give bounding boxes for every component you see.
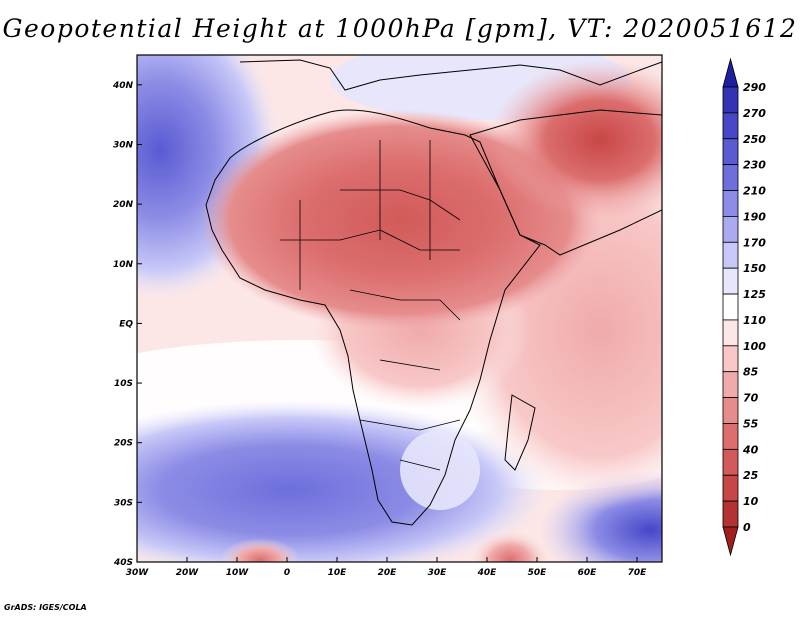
lat-tick-label: 20S bbox=[114, 439, 133, 449]
colorbar-label: 25 bbox=[743, 469, 759, 482]
chart-title: Geopotential Height at 1000hPa [gpm], VT… bbox=[2, 14, 798, 43]
colorbar-top-arrow bbox=[722, 57, 739, 88]
colorbar-swatch bbox=[722, 164, 739, 191]
colorbar-swatch bbox=[722, 112, 739, 140]
colorbar-label: 0 bbox=[743, 521, 751, 534]
field-southern-high-west bbox=[220, 538, 300, 562]
lat-tick-label: 10N bbox=[113, 260, 134, 270]
colorbar-swatch bbox=[722, 500, 739, 528]
lat-tick-label: 20N bbox=[113, 200, 134, 210]
colorbar: 2902702502302101901701501251101008570554… bbox=[722, 57, 766, 557]
colorbar-label: 40 bbox=[742, 443, 759, 456]
lat-tick-label: 10S bbox=[114, 379, 133, 389]
colorbar-label: 210 bbox=[743, 185, 766, 198]
lat-tick-label: EQ bbox=[119, 319, 133, 329]
lon-tick-label: 40E bbox=[477, 568, 498, 578]
madagascar-outline bbox=[504, 394, 536, 471]
colorbar-swatch bbox=[722, 241, 739, 269]
grads-credit: GrADS: IGES/COLA bbox=[4, 603, 87, 612]
lon-tick-label: 30E bbox=[428, 568, 448, 578]
colorbar-swatch bbox=[722, 190, 739, 217]
colorbar-swatch bbox=[722, 371, 739, 398]
colorbar-label: 110 bbox=[743, 314, 766, 327]
colorbar-label: 190 bbox=[743, 210, 766, 223]
lon-tick-label: 70E bbox=[628, 568, 648, 578]
colorbar-bottom-arrow bbox=[722, 526, 739, 557]
lon-tick-label: 30W bbox=[126, 568, 150, 578]
lon-tick-label: 0 bbox=[284, 568, 290, 578]
colorbar-swatch bbox=[722, 319, 739, 347]
colorbar-label: 70 bbox=[743, 392, 759, 405]
colorbar-swatch bbox=[722, 216, 739, 243]
lat-tick-label: 40S bbox=[113, 558, 133, 568]
colorbar-swatch bbox=[722, 397, 739, 424]
longitude-axis: 30W 20W 10W 0 10E 20E 30E 40E 50E 60E 70E bbox=[126, 557, 647, 578]
colorbar-label: 290 bbox=[743, 81, 766, 94]
lon-tick-label: 10W bbox=[226, 568, 250, 578]
colorbar-swatch bbox=[722, 474, 739, 502]
colorbar-label: 150 bbox=[743, 262, 766, 275]
colorbar-label: 250 bbox=[743, 133, 766, 146]
colorbar-label: 230 bbox=[743, 159, 766, 172]
lon-tick-label: 20E bbox=[378, 568, 398, 578]
lat-tick-label: 40N bbox=[112, 81, 134, 91]
coastlines bbox=[205, 59, 662, 526]
colorbar-label: 270 bbox=[743, 107, 766, 120]
field-arabia-iran bbox=[490, 60, 662, 220]
lon-tick-label: 20W bbox=[176, 568, 200, 578]
colorbar-swatch bbox=[722, 86, 739, 114]
lat-tick-label: 30N bbox=[113, 140, 134, 150]
colorbar-label: 10 bbox=[743, 495, 759, 508]
europe-coast bbox=[239, 59, 662, 91]
height-field bbox=[137, 55, 662, 562]
colorbar-label: 125 bbox=[743, 288, 766, 301]
colorbar-swatch bbox=[722, 138, 739, 166]
colorbar-swatch bbox=[722, 345, 739, 373]
plot-frame bbox=[136, 54, 663, 563]
field-southern-high bbox=[470, 530, 550, 562]
country-borders bbox=[280, 140, 461, 471]
colorbar-label: 100 bbox=[743, 340, 766, 353]
africa-outline bbox=[205, 109, 541, 526]
arabia-outline bbox=[469, 109, 662, 256]
lon-tick-label: 50E bbox=[528, 568, 548, 578]
colorbar-swatch bbox=[722, 448, 739, 476]
colorbar-swatch bbox=[722, 293, 739, 321]
latitude-axis: 40N 30N 20N 10N EQ 10S 20S 30S 40S bbox=[112, 81, 142, 568]
colorbar-label: 170 bbox=[743, 236, 766, 249]
lat-tick-label: 30S bbox=[114, 498, 133, 508]
lon-tick-label: 10E bbox=[328, 568, 348, 578]
colorbar-swatch bbox=[722, 423, 739, 450]
colorbar-label: 55 bbox=[743, 417, 759, 430]
colorbar-swatch bbox=[722, 267, 739, 295]
colorbar-label: 85 bbox=[743, 366, 759, 379]
lon-tick-label: 60E bbox=[578, 568, 598, 578]
